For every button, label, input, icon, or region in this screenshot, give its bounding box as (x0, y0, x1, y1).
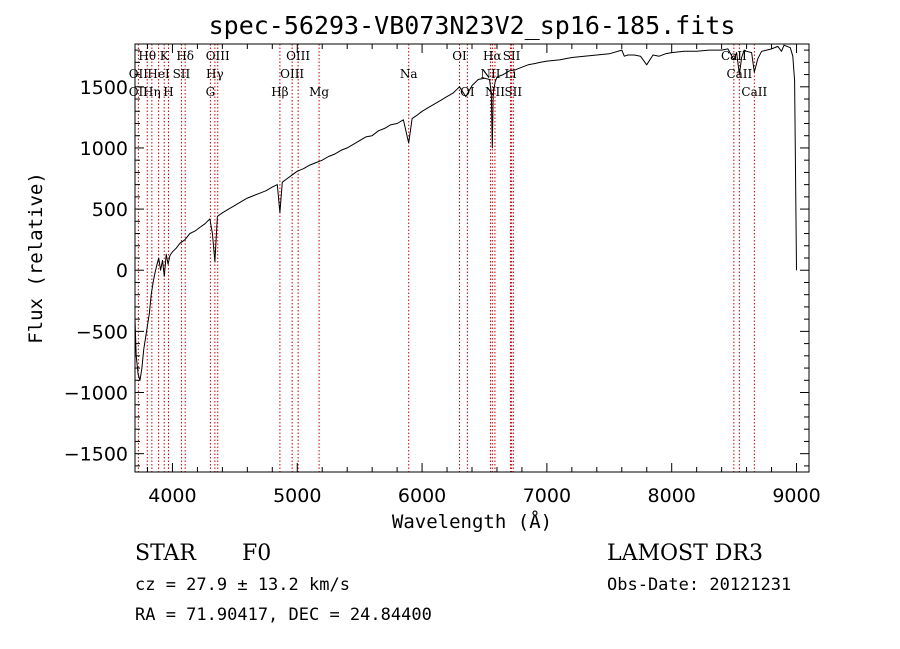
x-tick-label: 9000 (772, 485, 820, 507)
line-label: G (206, 85, 216, 99)
line-label: CaII (721, 49, 747, 63)
line-label: Hθ (138, 49, 156, 63)
line-label: NII (485, 85, 505, 99)
line-label: OIII (286, 49, 310, 63)
line-label: Hα (483, 49, 502, 63)
y-tick-label: 500 (92, 199, 128, 221)
line-markers (137, 44, 755, 472)
line-label: SII (504, 85, 522, 99)
line-label: OII (129, 67, 149, 81)
x-tick-label: 8000 (648, 485, 696, 507)
x-tick-label: 5000 (273, 485, 321, 507)
spectral-class: STAR (135, 541, 197, 566)
line-label: Mg (309, 85, 329, 99)
y-axis-label: Flux (relative) (25, 172, 47, 344)
chart-title: spec-56293-VB073N23V2_sp16-185.fits (209, 11, 736, 40)
y-tick-label: 0 (116, 260, 128, 282)
x-ticks: 4000 5000 6000 7000 8000 9000 (146, 44, 821, 507)
x-tick-label: 4000 (148, 485, 196, 507)
line-label: OI (460, 85, 475, 99)
x-tick-label: 7000 (523, 485, 571, 507)
line-label: OIII (206, 49, 230, 63)
line-label: SII (503, 49, 521, 63)
coordinates: RA = 71.90417, DEC = 24.84400 (135, 605, 432, 625)
line-label: Hη (143, 85, 161, 99)
line-label: Hβ (271, 85, 288, 99)
line-label: OII (129, 85, 149, 99)
line-label: OIII (280, 67, 304, 81)
redshift-velocity: cz = 27.9 ± 13.2 km/s (135, 575, 350, 595)
x-axis-label: Wavelength (Å) (392, 510, 552, 533)
line-label: OI (452, 49, 467, 63)
survey-name: LAMOST DR3 (607, 541, 763, 566)
spectral-subclass: F0 (242, 541, 271, 566)
y-tick-label: −500 (76, 321, 128, 343)
observation-date: Obs-Date: 20121231 (607, 575, 791, 595)
line-label: Hδ (176, 49, 194, 63)
y-tick-label: 1500 (80, 77, 128, 99)
line-label: Li (505, 67, 517, 81)
line-label: Na (400, 67, 418, 81)
line-label: H (163, 85, 173, 99)
spectrum (134, 44, 797, 381)
line-label: SII (173, 67, 191, 81)
x-tick-label: 6000 (398, 485, 446, 507)
y-tick-label: −1000 (64, 383, 128, 405)
line-label: K (160, 49, 170, 63)
plot-frame (134, 43, 810, 473)
y-tick-label: 1000 (80, 138, 128, 160)
line-label: NII (480, 67, 500, 81)
line-label: HeI (147, 67, 170, 81)
line-label: Hγ (206, 67, 224, 81)
y-ticks: 1500 1000 500 0 −500 −1000 −1500 (64, 49, 809, 467)
line-label: CaII (741, 85, 767, 99)
y-tick-label: −1500 (64, 444, 128, 466)
spectrum-line (134, 44, 797, 381)
